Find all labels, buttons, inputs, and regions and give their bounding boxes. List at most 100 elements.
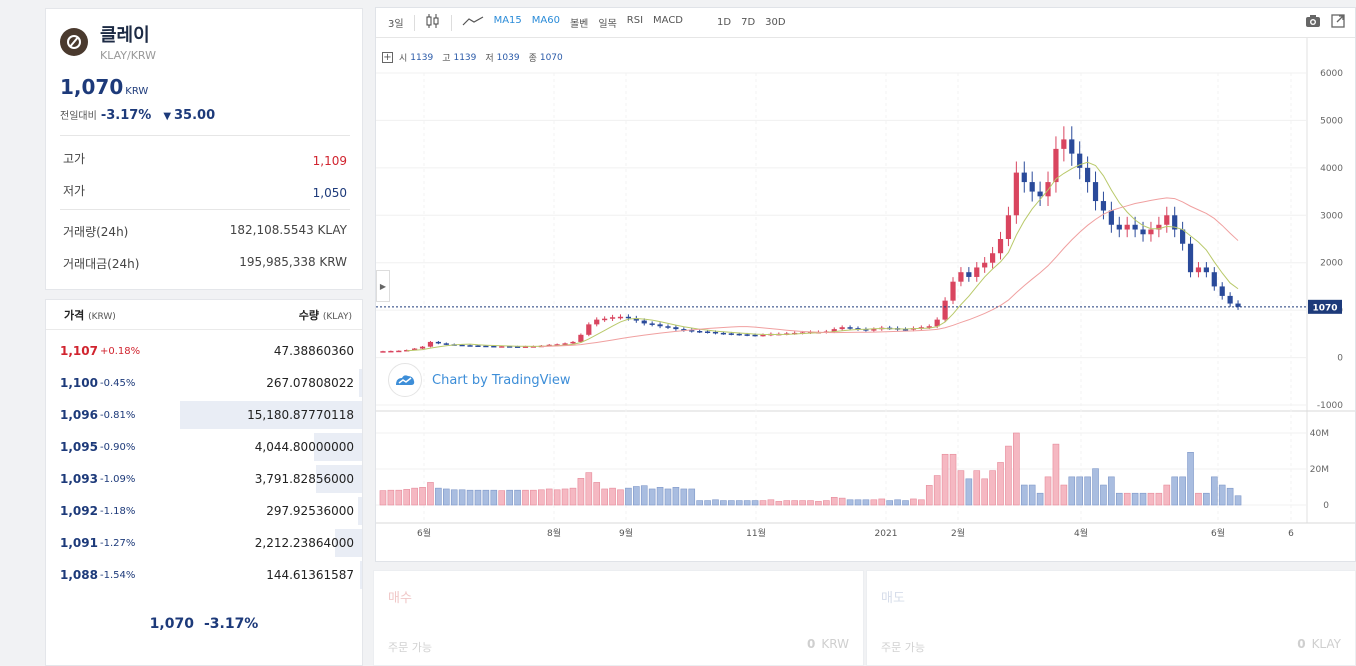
- price-tick-label: 5000: [1320, 116, 1343, 126]
- volume-bar: [442, 488, 450, 506]
- price-tick-label: 0: [1337, 354, 1343, 364]
- volume-bar: [949, 453, 957, 506]
- orderbook-row[interactable]: 1,088 -1.54% 144.61361587: [46, 560, 362, 590]
- current-price-unit: KRW: [125, 86, 149, 97]
- candle-body: [665, 326, 671, 328]
- chart-canvas[interactable]: 6000500040003000200010000-100040M20M06월8…: [376, 38, 1355, 585]
- volume-bar: [973, 470, 981, 506]
- orderbook-row[interactable]: 1,092 -1.18% 297.92536000: [46, 496, 362, 526]
- volume-bar: [862, 499, 870, 506]
- volume-bar: [870, 499, 878, 506]
- candlestick-icon[interactable]: [425, 13, 441, 32]
- volume-bar: [1013, 432, 1020, 506]
- candle-body: [966, 272, 972, 277]
- candle-body: [1005, 215, 1012, 239]
- candle-body: [1037, 191, 1043, 197]
- volume-bar: [1203, 492, 1210, 506]
- volume-bar: [1044, 476, 1052, 506]
- candle-body: [641, 320, 647, 324]
- candle-body: [1219, 286, 1225, 296]
- plus-icon[interactable]: +: [382, 52, 393, 63]
- volume-bar: [530, 489, 537, 506]
- volume-bar: [1234, 495, 1242, 506]
- expand-icon[interactable]: [1331, 14, 1345, 31]
- candle-body: [1180, 229, 1186, 244]
- row-quantity: 47.38860360: [273, 344, 354, 358]
- chevron-right-icon[interactable]: ▶: [376, 270, 390, 302]
- row-price: 1,092: [60, 504, 98, 518]
- indicator-5[interactable]: RSI: [626, 15, 644, 26]
- orderbook-row[interactable]: 1,096 -0.81% 15,180.87770118: [46, 400, 362, 430]
- candle-body: [578, 334, 584, 342]
- candle-body: [681, 329, 687, 331]
- volume-bar: [1092, 468, 1099, 506]
- row-quantity: 297.92536000: [266, 504, 354, 518]
- volume-bar: [1036, 492, 1044, 506]
- indicator-1[interactable]: MA15: [493, 15, 522, 26]
- indicator-6[interactable]: MACD: [653, 15, 684, 26]
- volume-bar: [735, 500, 743, 506]
- candle-body: [1069, 139, 1075, 154]
- volume-bar: [514, 489, 521, 506]
- volume-bar: [1115, 492, 1123, 506]
- volume-bar: [846, 499, 854, 506]
- camera-icon[interactable]: [1305, 14, 1321, 31]
- candle-body: [1156, 224, 1162, 230]
- footer-rate: -3.17%: [203, 616, 259, 632]
- volume-bar: [815, 501, 822, 506]
- orderbook-row[interactable]: 1,093 -1.09% 3,791.82856000: [46, 464, 362, 494]
- line-chart-icon[interactable]: [462, 15, 484, 30]
- volume-bar: [585, 472, 593, 506]
- volume-bar: [1187, 452, 1194, 506]
- indicator-4[interactable]: 일목: [598, 19, 617, 30]
- volume-bar: [1005, 445, 1012, 506]
- candle-body: [499, 346, 505, 348]
- volume-tick-label: 0: [1323, 501, 1329, 511]
- volume-bar: [981, 478, 988, 506]
- indicator-3[interactable]: 볼벤: [569, 19, 589, 30]
- buy-order-card: 매수 주문 가능 0 KRW: [373, 570, 864, 666]
- candle-body: [974, 267, 980, 277]
- sell-available-amount: 0 KLAY: [1297, 637, 1341, 651]
- row-rate: -1.18%: [100, 505, 136, 517]
- volume-bar: [688, 488, 696, 506]
- orderbook-row[interactable]: 1,095 -0.90% 4,044.80000000: [46, 432, 362, 462]
- coin-pair: KLAY/KRW: [100, 49, 156, 62]
- sell-title: 매도: [881, 591, 905, 606]
- orderbook-row[interactable]: 1,100 -0.45% 267.07808022: [46, 368, 362, 398]
- footer-price: 1,070: [149, 616, 194, 632]
- volume-bar: [664, 488, 672, 506]
- indicator-2[interactable]: MA60: [531, 15, 560, 26]
- coin-name: 클레이: [100, 25, 150, 46]
- price-tick-label: 6000: [1320, 69, 1343, 79]
- high-label: 고: [442, 54, 451, 64]
- ma60-line: [541, 197, 1239, 348]
- tradingview-attribution[interactable]: Chart by TradingView: [388, 363, 570, 397]
- current-price-value: 1,070: [60, 75, 124, 99]
- range-1[interactable]: 1D: [717, 17, 732, 28]
- candle-body: [633, 318, 639, 321]
- volume-bar: [522, 489, 529, 506]
- candle-body: [982, 262, 988, 268]
- volume-bar: [704, 500, 711, 506]
- ma15-line: [406, 161, 1239, 352]
- range-2[interactable]: 7D: [741, 17, 756, 28]
- high-price-row: 고가 1,109: [63, 150, 347, 168]
- volume-bar: [379, 490, 387, 506]
- orderbook-row[interactable]: 1,091 -1.27% 2,212.23864000: [46, 528, 362, 558]
- candle-body: [1061, 139, 1067, 149]
- divider: [60, 209, 350, 210]
- volume-bar: [577, 478, 585, 506]
- candle-body: [863, 329, 869, 331]
- orderbook-row[interactable]: 1,107 +0.18% 47.38860360: [46, 336, 362, 366]
- range-3[interactable]: 30D: [765, 17, 786, 28]
- candle-body: [934, 319, 940, 327]
- last-price-badge: [1308, 299, 1342, 314]
- time-tick-label: 4월: [1074, 527, 1088, 539]
- volume-bar: [1060, 484, 1068, 506]
- volume-bar: [775, 501, 783, 506]
- volume-bar: [1108, 476, 1115, 506]
- volume-bar: [965, 478, 973, 506]
- volume-bar: [506, 489, 513, 506]
- interval-selector[interactable]: 3일: [388, 19, 404, 30]
